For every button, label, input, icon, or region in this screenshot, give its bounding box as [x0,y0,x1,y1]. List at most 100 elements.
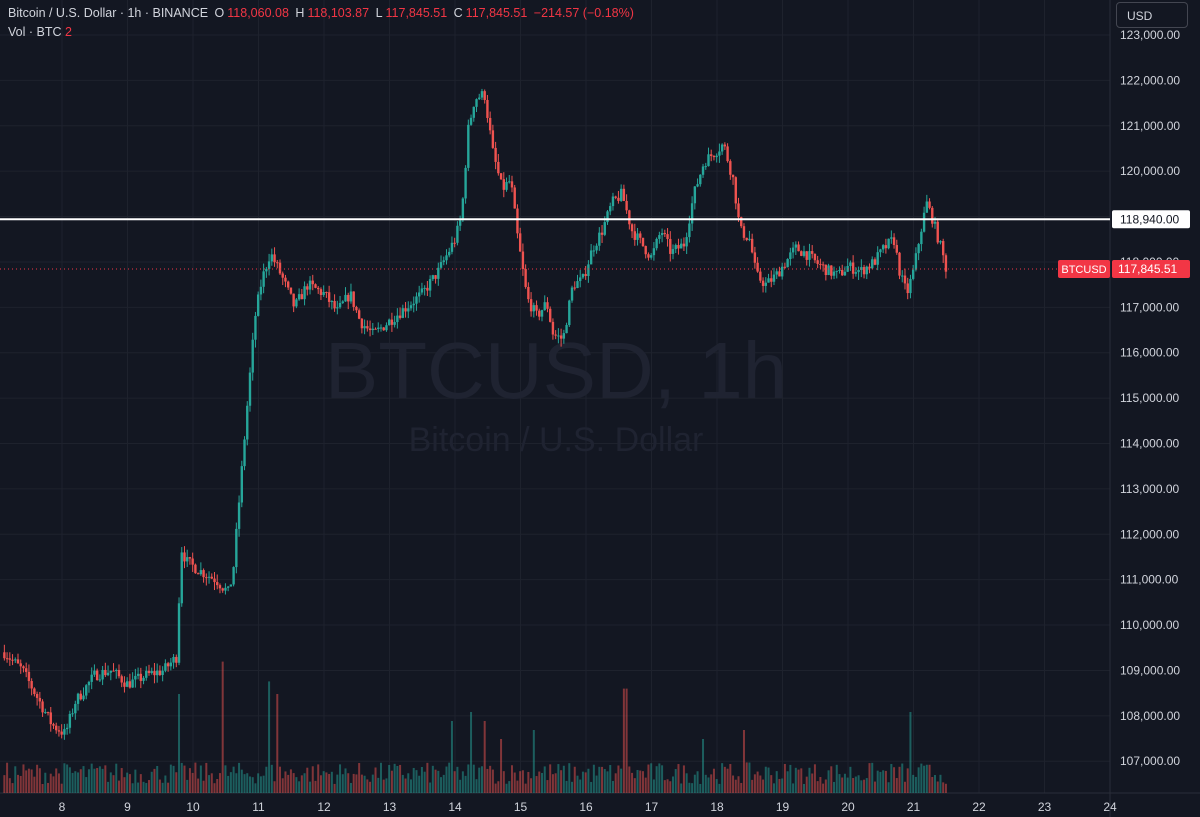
currency-button[interactable]: USD [1116,2,1188,28]
volume-bar [322,771,325,793]
volume-bar [156,765,159,793]
candle-body [639,233,642,238]
candle-body [619,188,623,201]
candle-body [85,685,88,696]
volume-bar [418,775,421,793]
volume-bar [339,764,342,793]
candle-body [330,301,334,303]
candle-body [177,603,181,663]
volume-bar [172,765,175,793]
candle-body [224,587,227,591]
volume-bar [543,766,546,793]
candle-body [109,670,112,673]
volume-bar [595,775,598,793]
candle-body [341,301,344,303]
volume-bar [87,769,90,793]
candle-body [546,302,549,309]
candle-body [707,154,710,167]
symbol-line[interactable]: Bitcoin / U.S. Dollar · 1h · BINANCE [8,6,209,20]
x-tick-label: 21 [907,800,921,814]
volume-bar [863,779,866,793]
candle-body [810,251,814,254]
candle-body [669,238,672,254]
volume-bar [456,766,459,793]
candle-body [115,669,118,671]
volume-bar [611,780,614,793]
volume-bar [284,771,287,793]
candle-body [873,259,877,265]
candle-body [426,287,429,291]
volume-bar [742,730,745,793]
watermark-symbol: BTCUSD, 1h [325,326,787,415]
open-value: 118,060.08 [227,6,289,20]
candle-body [286,281,290,288]
candle-body [74,703,77,714]
candle-body [920,231,923,245]
candle-body [527,286,530,300]
candle-body [112,670,115,672]
x-tick-label: 9 [124,800,131,814]
candle-body [868,266,871,269]
candle-body [317,287,320,290]
candle-body [276,262,279,264]
candle-body [297,294,301,300]
volume-bar [117,780,120,793]
volume-bar [273,781,276,793]
candle-body [3,652,6,659]
y-tick-label: 114,000.00 [1120,437,1179,451]
volume-bar [723,766,726,793]
candle-body [65,727,69,730]
candle-body [30,681,33,689]
volume-bar [576,775,579,793]
candle-body [338,302,342,308]
volume-bar [527,771,530,793]
candle-body [606,211,609,223]
candle-body [16,659,20,664]
candle-body [939,241,942,243]
candle-body [764,282,767,286]
candle-body [854,272,858,274]
candle-body [248,372,252,406]
volume-bar [925,764,928,793]
volume-bar [601,766,604,793]
candle-body [456,225,459,243]
volume-bar [93,768,96,793]
candle-body [535,305,538,311]
candle-body [718,151,721,156]
volume-bar [55,768,58,793]
volume-bar [319,775,322,793]
volume-bar [846,777,849,793]
volume-bar [666,779,669,793]
candle-body [693,186,697,204]
candle-body [671,249,675,254]
volume-bar [562,765,565,793]
candle-body [704,166,707,168]
candle-body [649,255,653,258]
volume-bar [813,764,816,793]
volume-legend[interactable]: Vol · BTC 2 [8,25,72,39]
candle-body [791,247,795,253]
volume-bar [603,769,606,793]
candle-body [871,259,874,269]
candle-body [445,255,448,261]
volume-bar [459,779,462,793]
candle-body [125,681,129,687]
candle-body [172,656,175,663]
candle-body [532,305,536,312]
candle-body [780,266,784,277]
volume-bar [672,776,675,793]
volume-bar [751,779,754,793]
candle-body [633,231,636,240]
volume-bar [276,694,279,793]
candle-body [35,694,39,698]
volume-bar [633,778,636,793]
volume-bar [363,775,366,793]
volume-bar [309,781,312,793]
volume-bar [306,767,309,793]
volume-bar [448,762,451,793]
candle-body [491,130,495,148]
volume-bar [221,661,224,793]
candle-body [273,254,276,263]
volume-bar [693,774,696,793]
